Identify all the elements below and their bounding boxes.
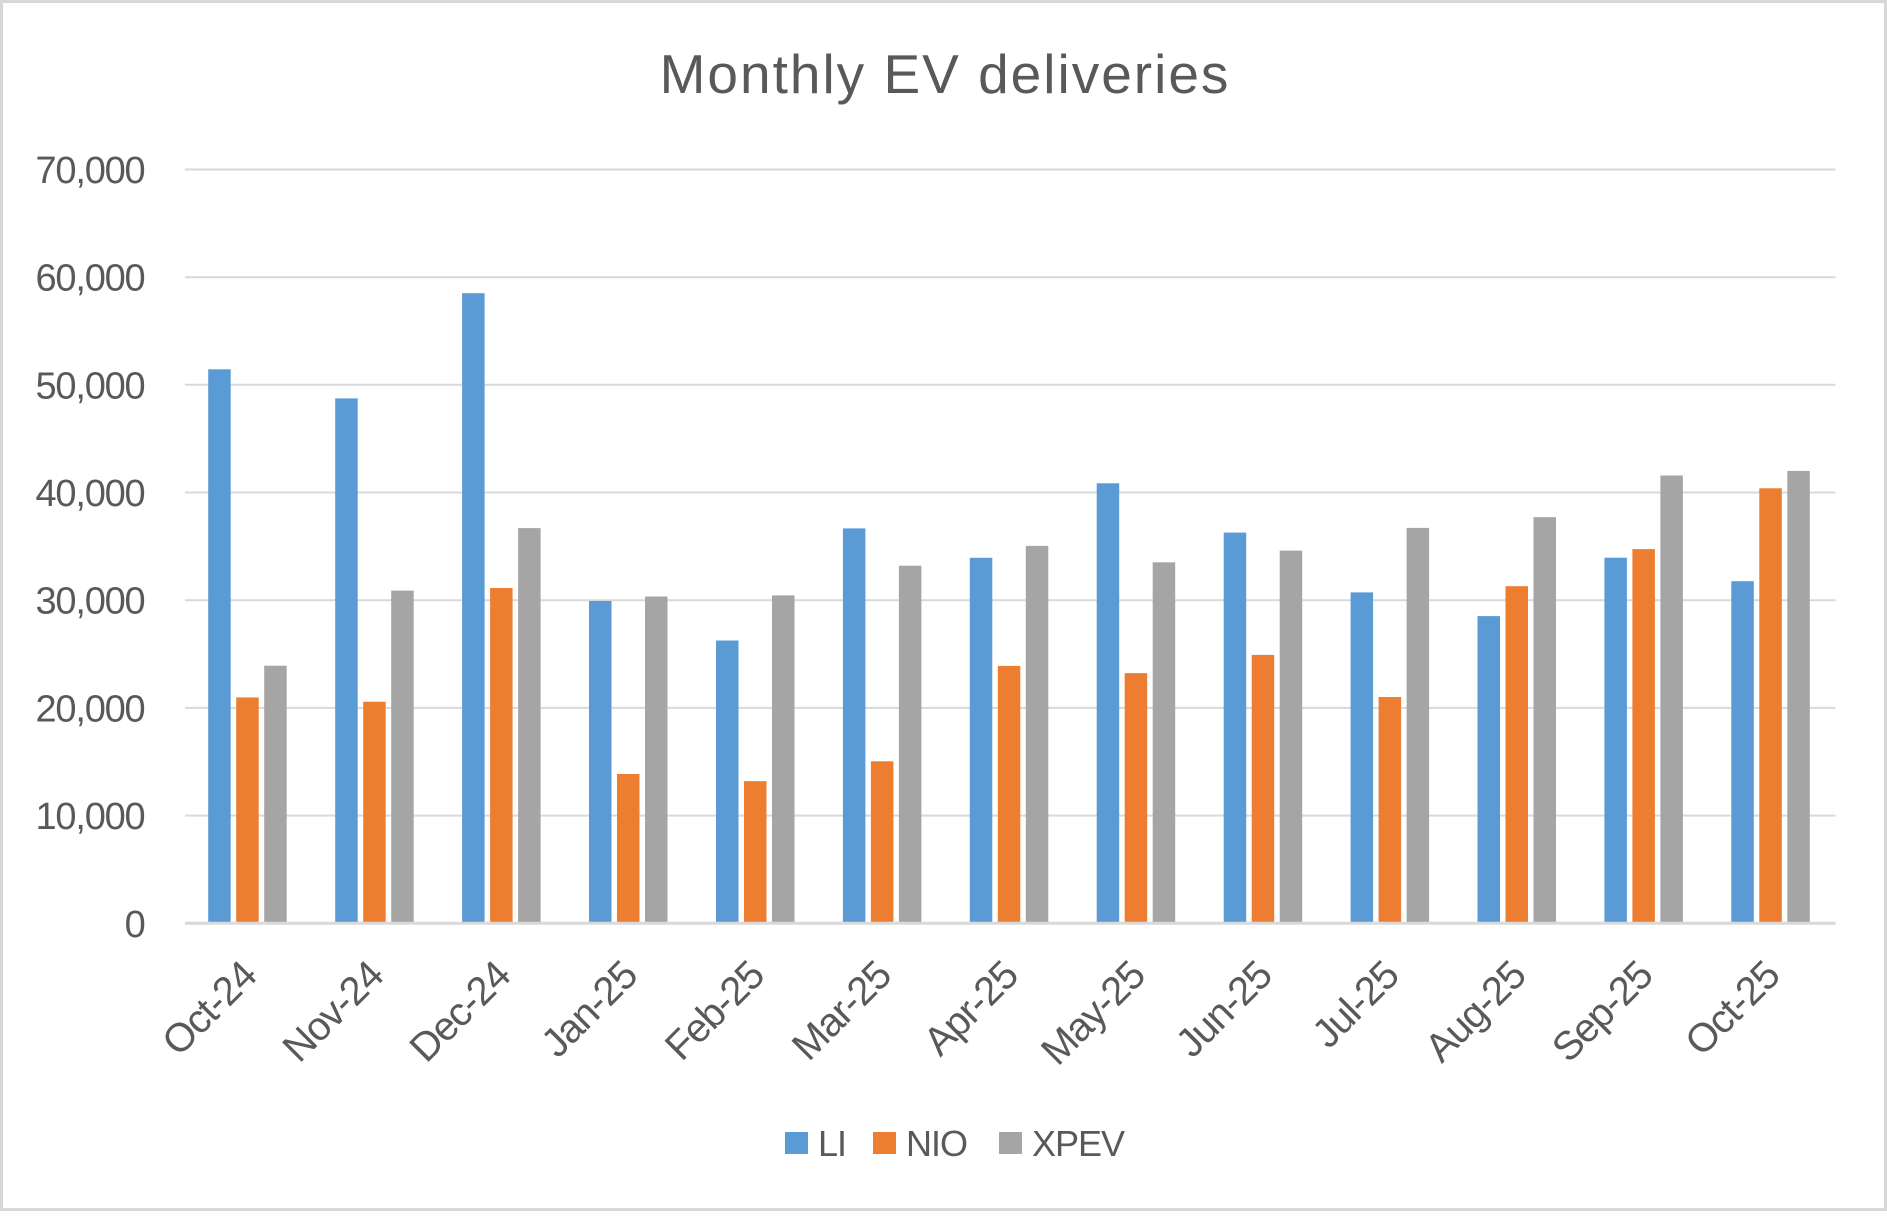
svg-text:20,000: 20,000 <box>35 688 144 730</box>
svg-text:30,000: 30,000 <box>35 581 144 623</box>
svg-text:NIO: NIO <box>906 1123 967 1164</box>
svg-text:LI: LI <box>818 1123 846 1164</box>
svg-text:70,000: 70,000 <box>35 150 144 192</box>
svg-text:40,000: 40,000 <box>35 473 144 515</box>
svg-text:0: 0 <box>125 904 145 946</box>
svg-text:50,000: 50,000 <box>35 365 144 407</box>
svg-text:Monthly EV deliveries: Monthly EV deliveries <box>660 43 1231 105</box>
svg-text:XPEV: XPEV <box>1032 1123 1125 1164</box>
svg-text:60,000: 60,000 <box>35 258 144 300</box>
svg-text:10,000: 10,000 <box>35 796 144 838</box>
